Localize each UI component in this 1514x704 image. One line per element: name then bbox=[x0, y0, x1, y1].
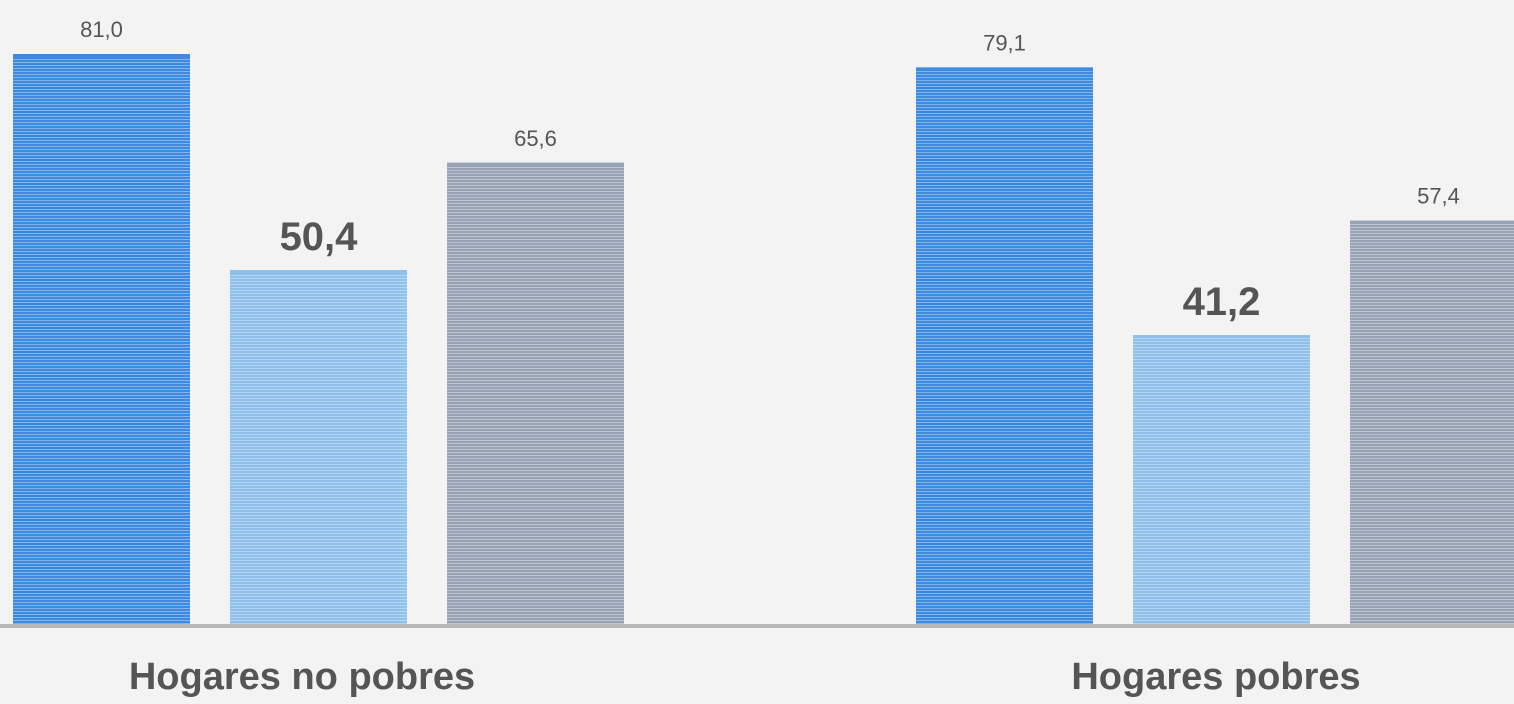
bar-top-edge bbox=[916, 67, 1093, 71]
bar-stripe-texture bbox=[447, 162, 624, 626]
bar-top-edge bbox=[1133, 335, 1310, 339]
bar-stripe-texture bbox=[1133, 335, 1310, 626]
bar-stripe-texture bbox=[230, 270, 407, 626]
value-label-hogares-no-pobres-3: 65,6 bbox=[514, 126, 557, 151]
bar-stripe-texture bbox=[1350, 220, 1514, 626]
bar-stripe-texture bbox=[13, 54, 190, 626]
value-label-hogares-no-pobres-1: 81,0 bbox=[80, 17, 123, 42]
bar-top-edge bbox=[447, 162, 624, 166]
bar-top-edge bbox=[230, 270, 407, 274]
bars-layer bbox=[13, 54, 1514, 626]
category-label-hogares-no-pobres: Hogares no pobres bbox=[129, 656, 475, 698]
value-label-hogares-pobres-1: 79,1 bbox=[983, 30, 1026, 55]
value-label-hogares-pobres-3: 57,4 bbox=[1417, 184, 1460, 209]
bar-top-edge bbox=[1350, 220, 1514, 224]
category-labels-layer: Hogares no pobres Hogares pobres bbox=[129, 656, 1361, 698]
value-labels-layer: 81,0 50,4 65,6 79,1 41,2 57,4 bbox=[80, 17, 1460, 324]
category-label-hogares-pobres: Hogares pobres bbox=[1071, 656, 1360, 698]
bar-stripe-texture bbox=[916, 67, 1093, 626]
value-label-hogares-pobres-2: 41,2 bbox=[1183, 280, 1261, 324]
bar-top-edge bbox=[13, 54, 190, 57]
value-label-hogares-no-pobres-2: 50,4 bbox=[280, 215, 359, 259]
